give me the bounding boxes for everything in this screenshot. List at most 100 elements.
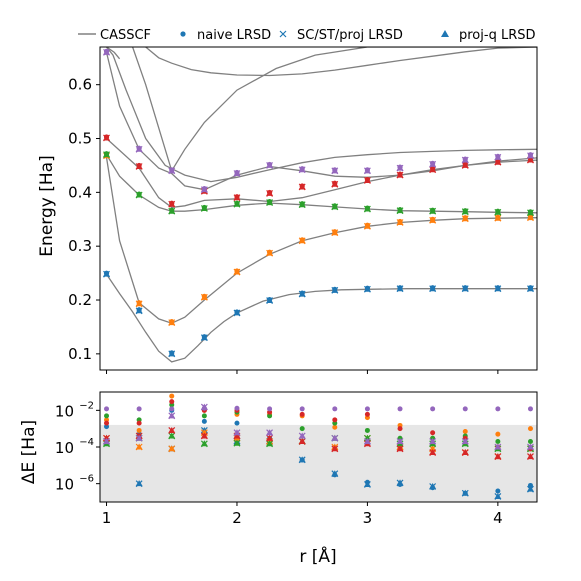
projq-point	[461, 215, 469, 222]
projq-point	[266, 297, 274, 304]
projq-error-point	[266, 429, 274, 436]
projq-point	[103, 151, 111, 158]
projq-error-point	[135, 443, 143, 450]
projq-point	[429, 207, 437, 214]
projq-error-point	[526, 485, 534, 492]
projq-error-point	[168, 412, 176, 419]
projq-error-point	[298, 456, 306, 463]
naive-error-point	[267, 406, 273, 412]
projq-error-point	[331, 470, 339, 477]
projq-point	[494, 153, 502, 160]
naive-error-point	[332, 424, 338, 430]
naive-error-point	[527, 426, 533, 432]
legend-x-marker	[279, 30, 287, 38]
naive-error-point	[527, 482, 533, 488]
error-y-tick-exponent: −2	[79, 400, 94, 411]
energy-points	[103, 48, 534, 358]
projq-point	[396, 218, 404, 225]
projq-point	[298, 201, 306, 208]
projq-point	[200, 205, 208, 211]
casscf-curve	[105, 157, 537, 324]
projq-error-point	[494, 492, 502, 499]
projq-point	[494, 285, 502, 292]
projq-error-point	[135, 434, 143, 441]
legend-triangle-marker	[441, 30, 449, 37]
error-x-tick-label: 4	[493, 509, 503, 527]
energy-panel: 0.1 0.2 0.3 0.4 0.5 0.6	[68, 46, 538, 374]
projq-point	[363, 222, 371, 229]
projq-point	[396, 207, 404, 214]
projq-error-point	[461, 437, 469, 444]
projq-point	[103, 48, 111, 55]
projq-point	[266, 161, 274, 168]
projq-point	[429, 216, 437, 223]
projq-error-point	[233, 432, 241, 439]
error-x-tick-label: 2	[232, 509, 242, 527]
casscf-curve	[105, 273, 537, 363]
naive-error-point	[397, 406, 403, 412]
energy-y-tick-label: 0.2	[68, 291, 92, 309]
projq-error-point	[331, 445, 339, 452]
projq-point	[298, 290, 306, 297]
energy-axes-frame	[99, 46, 538, 371]
projq-error-point	[363, 481, 371, 488]
projq-point	[494, 158, 502, 165]
projq-error-point	[298, 437, 306, 444]
projq-point	[168, 167, 176, 174]
casscf-curve	[131, 47, 537, 173]
projq-error-point	[429, 437, 437, 444]
projq-point	[363, 167, 371, 174]
projq-point	[200, 334, 208, 341]
projq-point	[233, 309, 241, 316]
projq-error-point	[168, 445, 176, 452]
projq-point	[526, 152, 534, 159]
projq-error-point	[200, 440, 208, 447]
projq-point	[135, 163, 143, 170]
x-axis-title: r [Å]	[299, 545, 336, 567]
naive-error-point	[299, 426, 305, 432]
legend-dot-marker	[180, 31, 186, 37]
projq-point	[135, 191, 143, 198]
projq-error-point	[233, 429, 241, 436]
projq-point	[266, 189, 274, 196]
naive-error-point	[364, 406, 370, 412]
projq-error-point	[363, 437, 371, 444]
energy-y-tick-label: 0.1	[68, 345, 92, 363]
naive-error-point	[462, 429, 468, 435]
naive-error-point	[495, 406, 501, 412]
error-x-tick-label: 3	[363, 509, 373, 527]
projq-point	[233, 194, 241, 201]
projq-error-point	[103, 437, 111, 444]
legend: CASSCF naive LRSD SC/ST/proj LRSD proj-q LR…	[78, 28, 536, 43]
projq-point	[298, 166, 306, 173]
naive-error-point	[104, 424, 110, 430]
naive-error-point	[462, 406, 468, 412]
naive-error-point	[527, 438, 533, 444]
projq-error-point	[396, 445, 404, 452]
projq-point	[200, 186, 208, 193]
error-y-axis-title: ΔE [Ha]	[19, 420, 39, 484]
naive-error-point	[104, 413, 110, 419]
projq-error-point	[200, 432, 208, 439]
naive-error-point	[201, 418, 207, 424]
naive-error-point	[495, 438, 501, 444]
projq-error-point	[526, 443, 534, 450]
projq-point	[200, 293, 208, 300]
projq-point	[135, 145, 143, 152]
naive-error-point	[201, 413, 207, 419]
naive-error-point	[234, 405, 240, 411]
projq-point	[298, 237, 306, 244]
casscf-curve	[105, 47, 537, 183]
naive-error-point	[169, 393, 175, 399]
projq-point	[363, 285, 371, 292]
naive-error-point	[332, 417, 338, 423]
projq-point	[233, 268, 241, 275]
naive-error-point	[364, 411, 370, 417]
naive-error-point	[136, 406, 142, 412]
projq-error-point	[461, 489, 469, 496]
naive-error-point	[527, 406, 533, 412]
projq-point	[331, 286, 339, 293]
naive-error-point	[136, 420, 142, 426]
legend-label: proj-q LRSD	[459, 28, 536, 43]
